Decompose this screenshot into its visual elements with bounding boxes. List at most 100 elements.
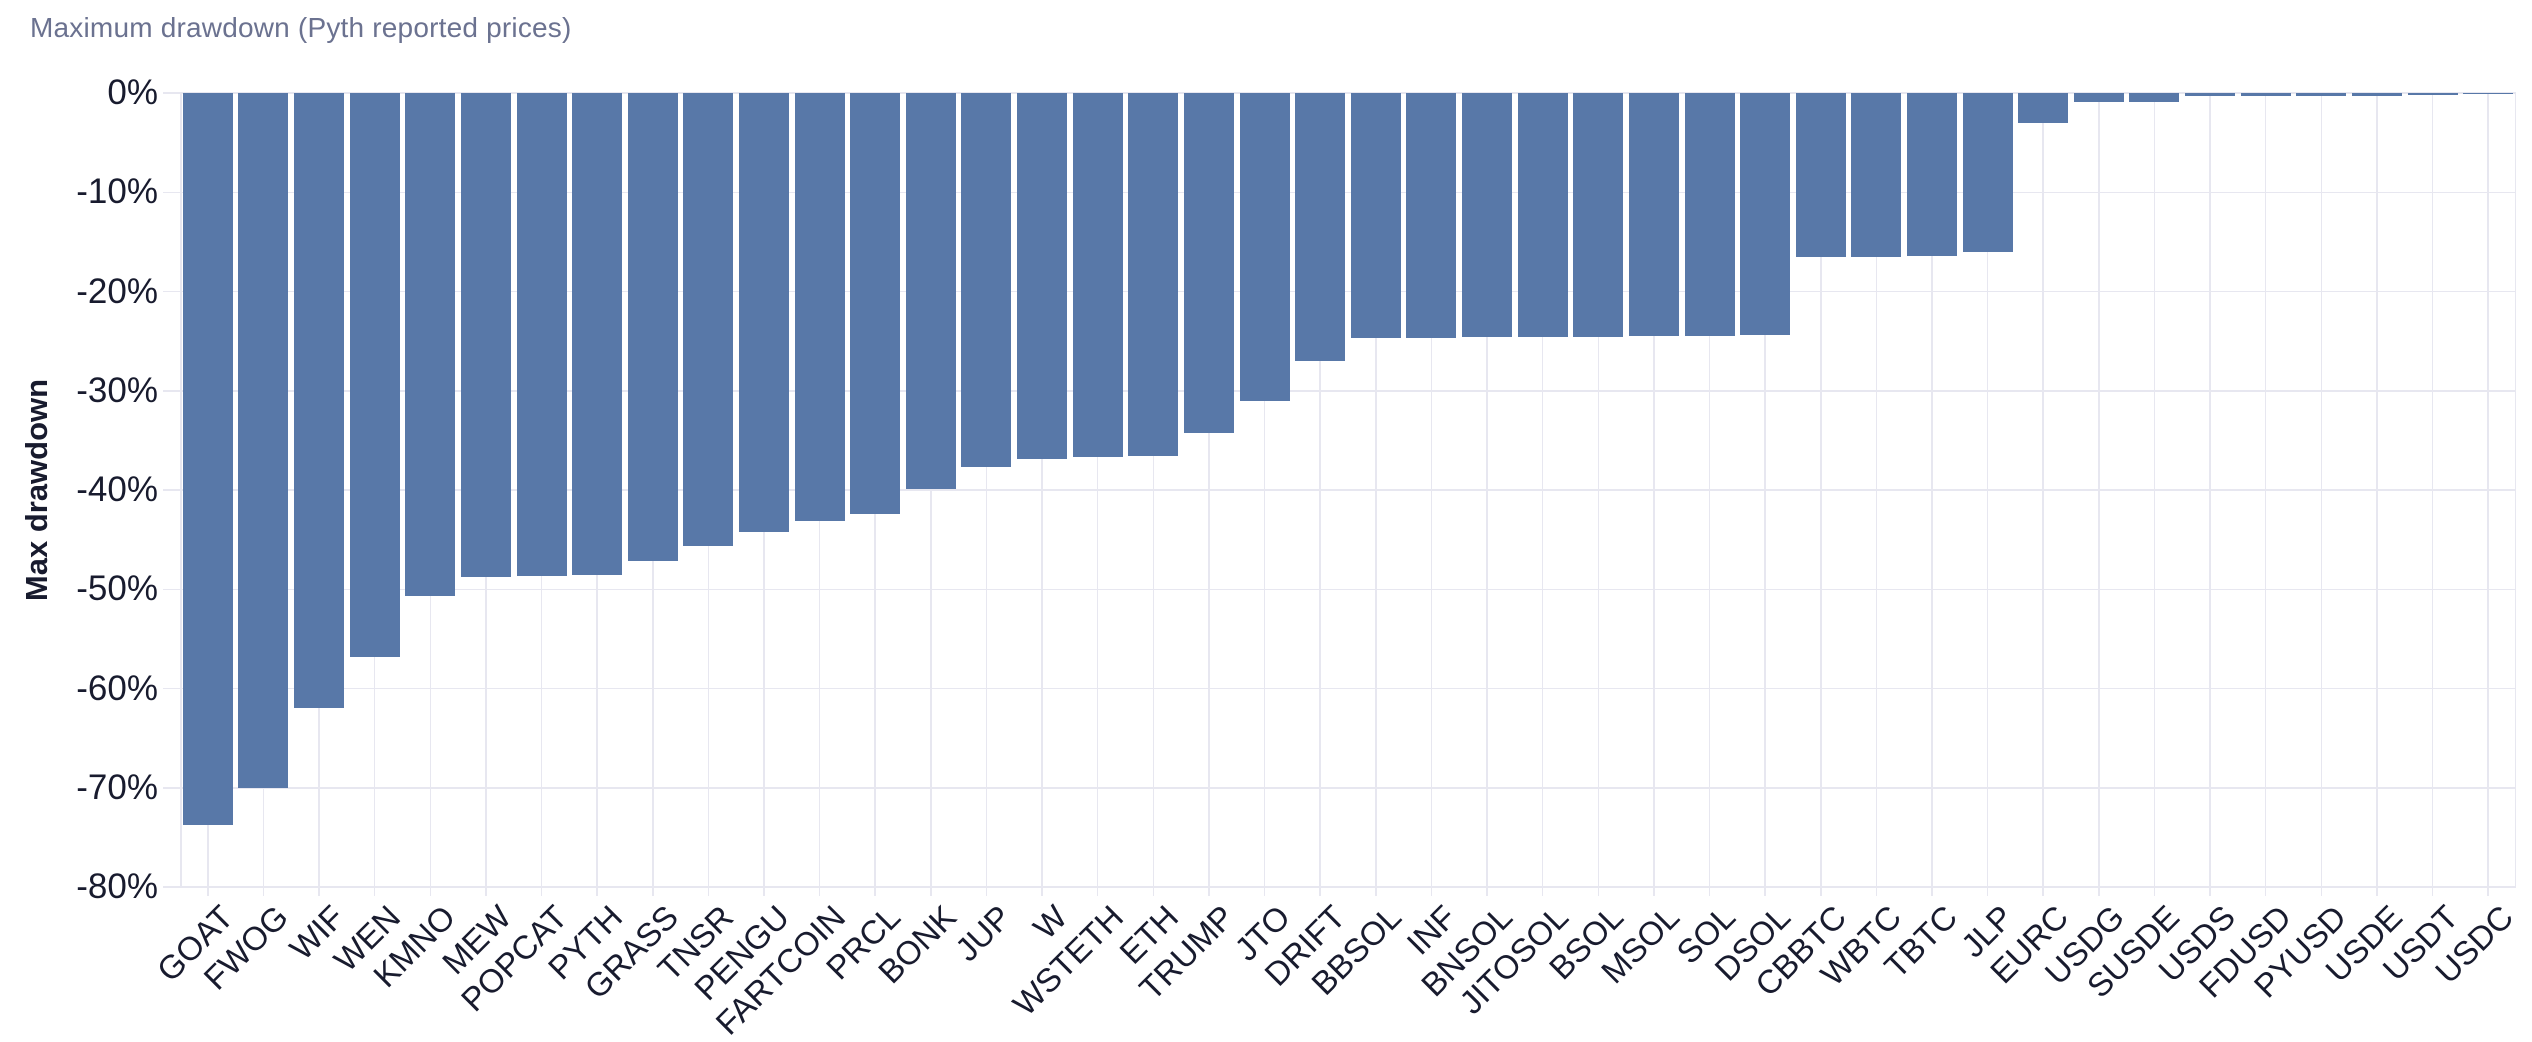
bar xyxy=(2240,93,2291,97)
y-tick-mark xyxy=(163,787,180,789)
v-gridline xyxy=(1152,93,1155,896)
y-tick-label: -20% xyxy=(76,271,158,311)
v-gridline xyxy=(1986,93,1989,896)
bar xyxy=(1239,93,1290,401)
h-gridline xyxy=(180,390,2516,392)
v-gridline xyxy=(1931,93,1933,896)
bar xyxy=(1851,93,1902,257)
v-gridline xyxy=(2487,93,2489,896)
bar xyxy=(1740,93,1791,336)
v-gridline xyxy=(1875,93,1878,896)
v-gridline xyxy=(930,93,932,896)
bar xyxy=(1406,93,1457,339)
v-gridline xyxy=(1208,93,1210,896)
bar xyxy=(1573,93,1624,338)
v-gridline xyxy=(1263,93,1266,896)
bar xyxy=(2073,93,2124,103)
v-gridline xyxy=(2264,93,2267,896)
bar xyxy=(1628,93,1679,337)
bar xyxy=(182,93,233,826)
v-gridline xyxy=(2042,93,2044,896)
bar xyxy=(794,93,845,521)
y-axis-title: Max drawdown xyxy=(19,378,54,602)
bar xyxy=(460,93,511,578)
v-gridline xyxy=(2098,93,2100,896)
y-tick-label: -50% xyxy=(76,569,158,609)
x-tick-label: WSTETH xyxy=(1005,898,1130,1023)
v-gridline xyxy=(1430,93,1433,896)
bar xyxy=(2018,93,2069,123)
bar xyxy=(1128,93,1179,457)
v-gridline xyxy=(1486,93,1488,896)
v-gridline xyxy=(985,93,988,896)
h-gridline xyxy=(180,886,2516,888)
y-tick-label: -10% xyxy=(76,172,158,212)
y-tick-label: -80% xyxy=(76,867,158,906)
bar xyxy=(238,93,289,788)
y-tick-label: -30% xyxy=(76,370,158,410)
y-tick-mark xyxy=(163,687,180,690)
y-tick-mark xyxy=(163,588,180,590)
y-tick-mark xyxy=(163,290,180,293)
v-gridline xyxy=(1820,93,1822,896)
bar xyxy=(1017,93,1068,460)
bar xyxy=(1072,93,1123,458)
y-tick-label: -60% xyxy=(76,668,158,708)
v-gridline xyxy=(1764,93,1766,896)
v-gridline xyxy=(1041,93,1043,896)
bar xyxy=(2407,93,2458,96)
plot-right-edge xyxy=(2514,93,2516,887)
bar xyxy=(294,93,345,709)
v-gridline xyxy=(2153,93,2156,896)
bar xyxy=(1517,93,1568,338)
chart-title: Maximum drawdown (Pyth reported prices) xyxy=(30,12,572,43)
bar xyxy=(516,93,567,577)
bar xyxy=(2129,93,2180,102)
plot-area: 0% -10% -20% -30% -40% -50% -60% -70% -80% GOAT FW… xyxy=(76,73,2520,1042)
v-gridline xyxy=(2431,93,2434,896)
y-tick-mark xyxy=(163,489,180,491)
bar xyxy=(1350,93,1401,339)
v-gridline xyxy=(1708,93,1711,896)
h-gridline xyxy=(180,290,2516,293)
y-tick-mark xyxy=(163,92,180,94)
plot-left-edge xyxy=(180,93,182,887)
bar xyxy=(961,93,1012,468)
bar xyxy=(1906,93,1957,256)
y-tick-mark xyxy=(163,886,180,888)
v-gridline xyxy=(2320,93,2323,896)
bar xyxy=(405,93,456,597)
y-tick-label: -40% xyxy=(76,470,158,509)
y-tick-mark xyxy=(163,191,180,193)
bar xyxy=(1962,93,2013,252)
h-gridline xyxy=(180,92,2516,94)
bar xyxy=(2351,93,2402,97)
h-gridline xyxy=(180,787,2516,789)
x-tick-label: JUP xyxy=(948,898,1019,969)
bar xyxy=(572,93,623,576)
bar xyxy=(1795,93,1846,257)
h-gridline xyxy=(180,191,2516,193)
y-tick-label: 0% xyxy=(107,73,158,112)
v-gridline xyxy=(1096,93,1099,896)
bar xyxy=(905,93,956,489)
bar xyxy=(2185,93,2236,97)
h-gridline xyxy=(180,489,2516,491)
bar xyxy=(2463,93,2514,94)
y-tick-label: -70% xyxy=(76,767,158,807)
v-gridline xyxy=(1319,93,1321,896)
h-gridline xyxy=(180,687,2516,690)
bar xyxy=(2296,93,2347,97)
bar xyxy=(738,93,789,532)
bar xyxy=(1183,93,1234,434)
v-gridline xyxy=(1597,93,1600,896)
bar xyxy=(1462,93,1513,338)
v-gridline xyxy=(1375,93,1377,896)
bar xyxy=(1295,93,1346,361)
bar xyxy=(1684,93,1735,337)
v-gridline xyxy=(2209,93,2211,896)
bar xyxy=(627,93,678,562)
v-gridline xyxy=(1653,93,1655,896)
h-gridline xyxy=(180,588,2516,590)
